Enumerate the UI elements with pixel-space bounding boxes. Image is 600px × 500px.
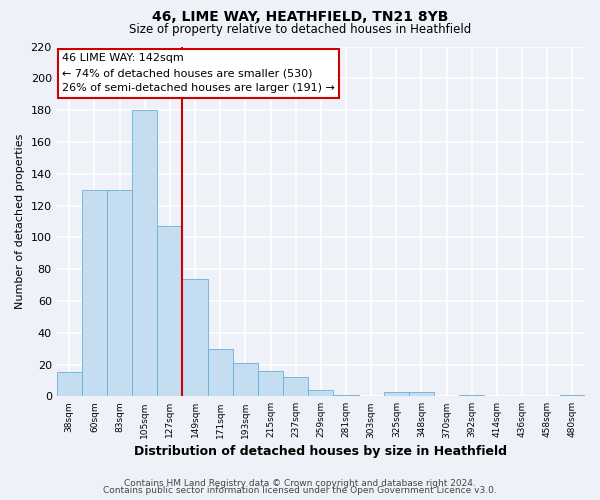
Bar [56, 372, 82, 396]
Text: 46 LIME WAY: 142sqm
← 74% of detached houses are smaller (530)
26% of semi-detac: 46 LIME WAY: 142sqm ← 74% of detached ho… [62, 54, 335, 93]
Text: 46, LIME WAY, HEATHFIELD, TN21 8YB: 46, LIME WAY, HEATHFIELD, TN21 8YB [152, 10, 448, 24]
Bar [560, 394, 585, 396]
Bar [308, 390, 334, 396]
Bar [334, 394, 359, 396]
Bar [132, 110, 157, 397]
Bar [208, 348, 233, 397]
Bar [409, 392, 434, 396]
Bar [459, 394, 484, 396]
Y-axis label: Number of detached properties: Number of detached properties [15, 134, 25, 309]
X-axis label: Distribution of detached houses by size in Heathfield: Distribution of detached houses by size … [134, 444, 508, 458]
Text: Contains HM Land Registry data © Crown copyright and database right 2024.: Contains HM Land Registry data © Crown c… [124, 478, 476, 488]
Text: Contains public sector information licensed under the Open Government Licence v3: Contains public sector information licen… [103, 486, 497, 495]
Bar [182, 278, 208, 396]
Bar [283, 377, 308, 396]
Bar [82, 190, 107, 396]
Text: Size of property relative to detached houses in Heathfield: Size of property relative to detached ho… [129, 22, 471, 36]
Bar [107, 190, 132, 396]
Bar [258, 371, 283, 396]
Bar [157, 226, 182, 396]
Bar [233, 363, 258, 396]
Bar [384, 392, 409, 396]
